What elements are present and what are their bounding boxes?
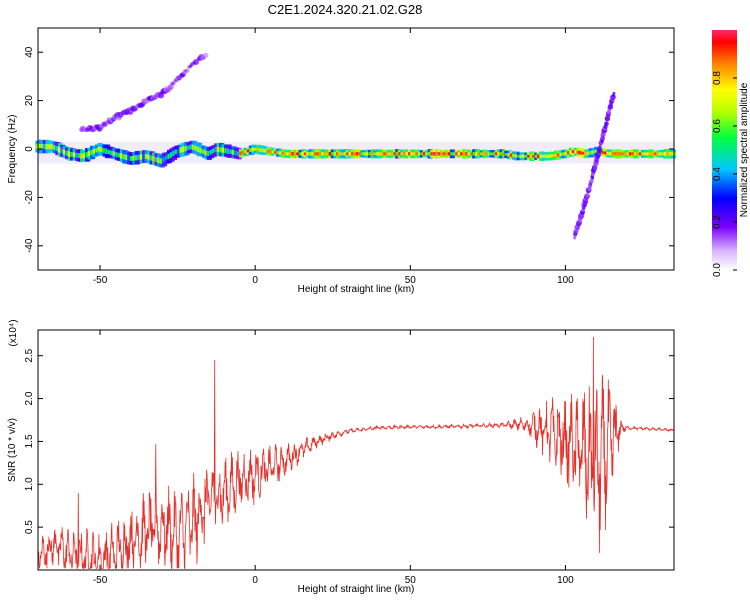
spectrogram-branch-point <box>573 236 577 240</box>
spectrogram-branch-point <box>606 109 612 115</box>
chart-title: C2E1.2024.320.21.02.G28 <box>268 2 423 17</box>
spectrogram-branch-point <box>600 136 605 141</box>
spectrogram-branch-point <box>596 147 603 154</box>
snr-xtick-label: 0 <box>252 575 258 586</box>
snr-xtick-label: 50 <box>405 575 417 586</box>
spectrogram-xtick-label: 100 <box>557 275 574 286</box>
colorbar-label: Normalized spectral amplitude <box>739 82 750 217</box>
spectrogram-xtick-label: -50 <box>93 275 108 286</box>
spectrogram-branch-point <box>592 165 598 171</box>
snr-ylabel: SNR (10 * v/v) <box>7 418 18 482</box>
colorbar-tick-label: 0.4 <box>712 167 723 181</box>
spectrogram-branch-point <box>202 52 209 59</box>
spectrogram-xtick-label: 0 <box>252 275 258 286</box>
spectrogram-branch-point <box>591 176 595 180</box>
snr-ytick-label: 2.5 <box>24 348 35 362</box>
spectrogram-xtick-label: 50 <box>405 275 417 286</box>
colorbar-tick-label: 0.2 <box>712 215 723 229</box>
spectrogram-branch-point <box>611 94 615 98</box>
spectrogram-branch-point <box>612 91 616 96</box>
spectrogram-branch-point <box>576 226 580 230</box>
spectrogram-branch-point <box>582 203 587 208</box>
snr-xtick-label: 100 <box>557 575 574 586</box>
snr-ytick-label: 1.5 <box>24 434 35 448</box>
snr-series-line <box>38 336 674 570</box>
spectrogram-ytick-label: 20 <box>24 95 35 107</box>
spectrogram-xlabel: Height of straight line (km) <box>298 284 415 295</box>
spectrogram-branch-point <box>185 68 190 73</box>
spectrogram-ytick-label: -40 <box>24 238 35 253</box>
colorbar: 0.0 0.2 0.4 0.6 0.8 Normalized spectral ampl… <box>712 30 750 277</box>
spectrogram-panel: -50 0 50 100 -40 -20 0 20 40 Height of straight … <box>7 27 676 295</box>
snr-panel: -50 0 50 100 0.5 1.0 1.5 2.0 2.5 Height of strai… <box>7 319 675 595</box>
spectrogram-branch-point <box>195 60 199 64</box>
colorbar-tick-label: 0.8 <box>712 71 723 85</box>
spectrogram-ytick-label: 40 <box>24 46 35 58</box>
spectrogram-branch-point <box>574 229 579 234</box>
spectrogram-branch-point <box>598 145 602 149</box>
colorbar-tick-label: 0.0 <box>712 263 723 277</box>
spectrogram-ylabel: Frequency (Hz) <box>7 115 18 184</box>
snr-ytick-label: 2.0 <box>24 391 35 405</box>
spectrogram-ytick-label: -20 <box>24 190 35 205</box>
colorbar-gradient <box>712 30 737 270</box>
snr-xtick-label: -50 <box>93 575 108 586</box>
spectrogram-ytick-label: 0 <box>24 146 35 152</box>
snr-ytick-label: 0.5 <box>24 520 35 534</box>
spectrogram-branch-point <box>585 193 590 197</box>
spectrogram-branch-point <box>589 178 594 184</box>
spectrogram-branch-point <box>167 84 174 90</box>
snr-multiplier: (x10⁴) <box>8 319 19 346</box>
spectrogram-cell <box>671 152 676 156</box>
spectrogram-branch-point <box>604 121 609 127</box>
snr-frame <box>37 329 675 571</box>
colorbar-tick-label: 0.6 <box>712 119 723 133</box>
snr-ytick-label: 1.0 <box>24 477 35 491</box>
snr-xlabel: Height of straight line (km) <box>298 584 415 595</box>
